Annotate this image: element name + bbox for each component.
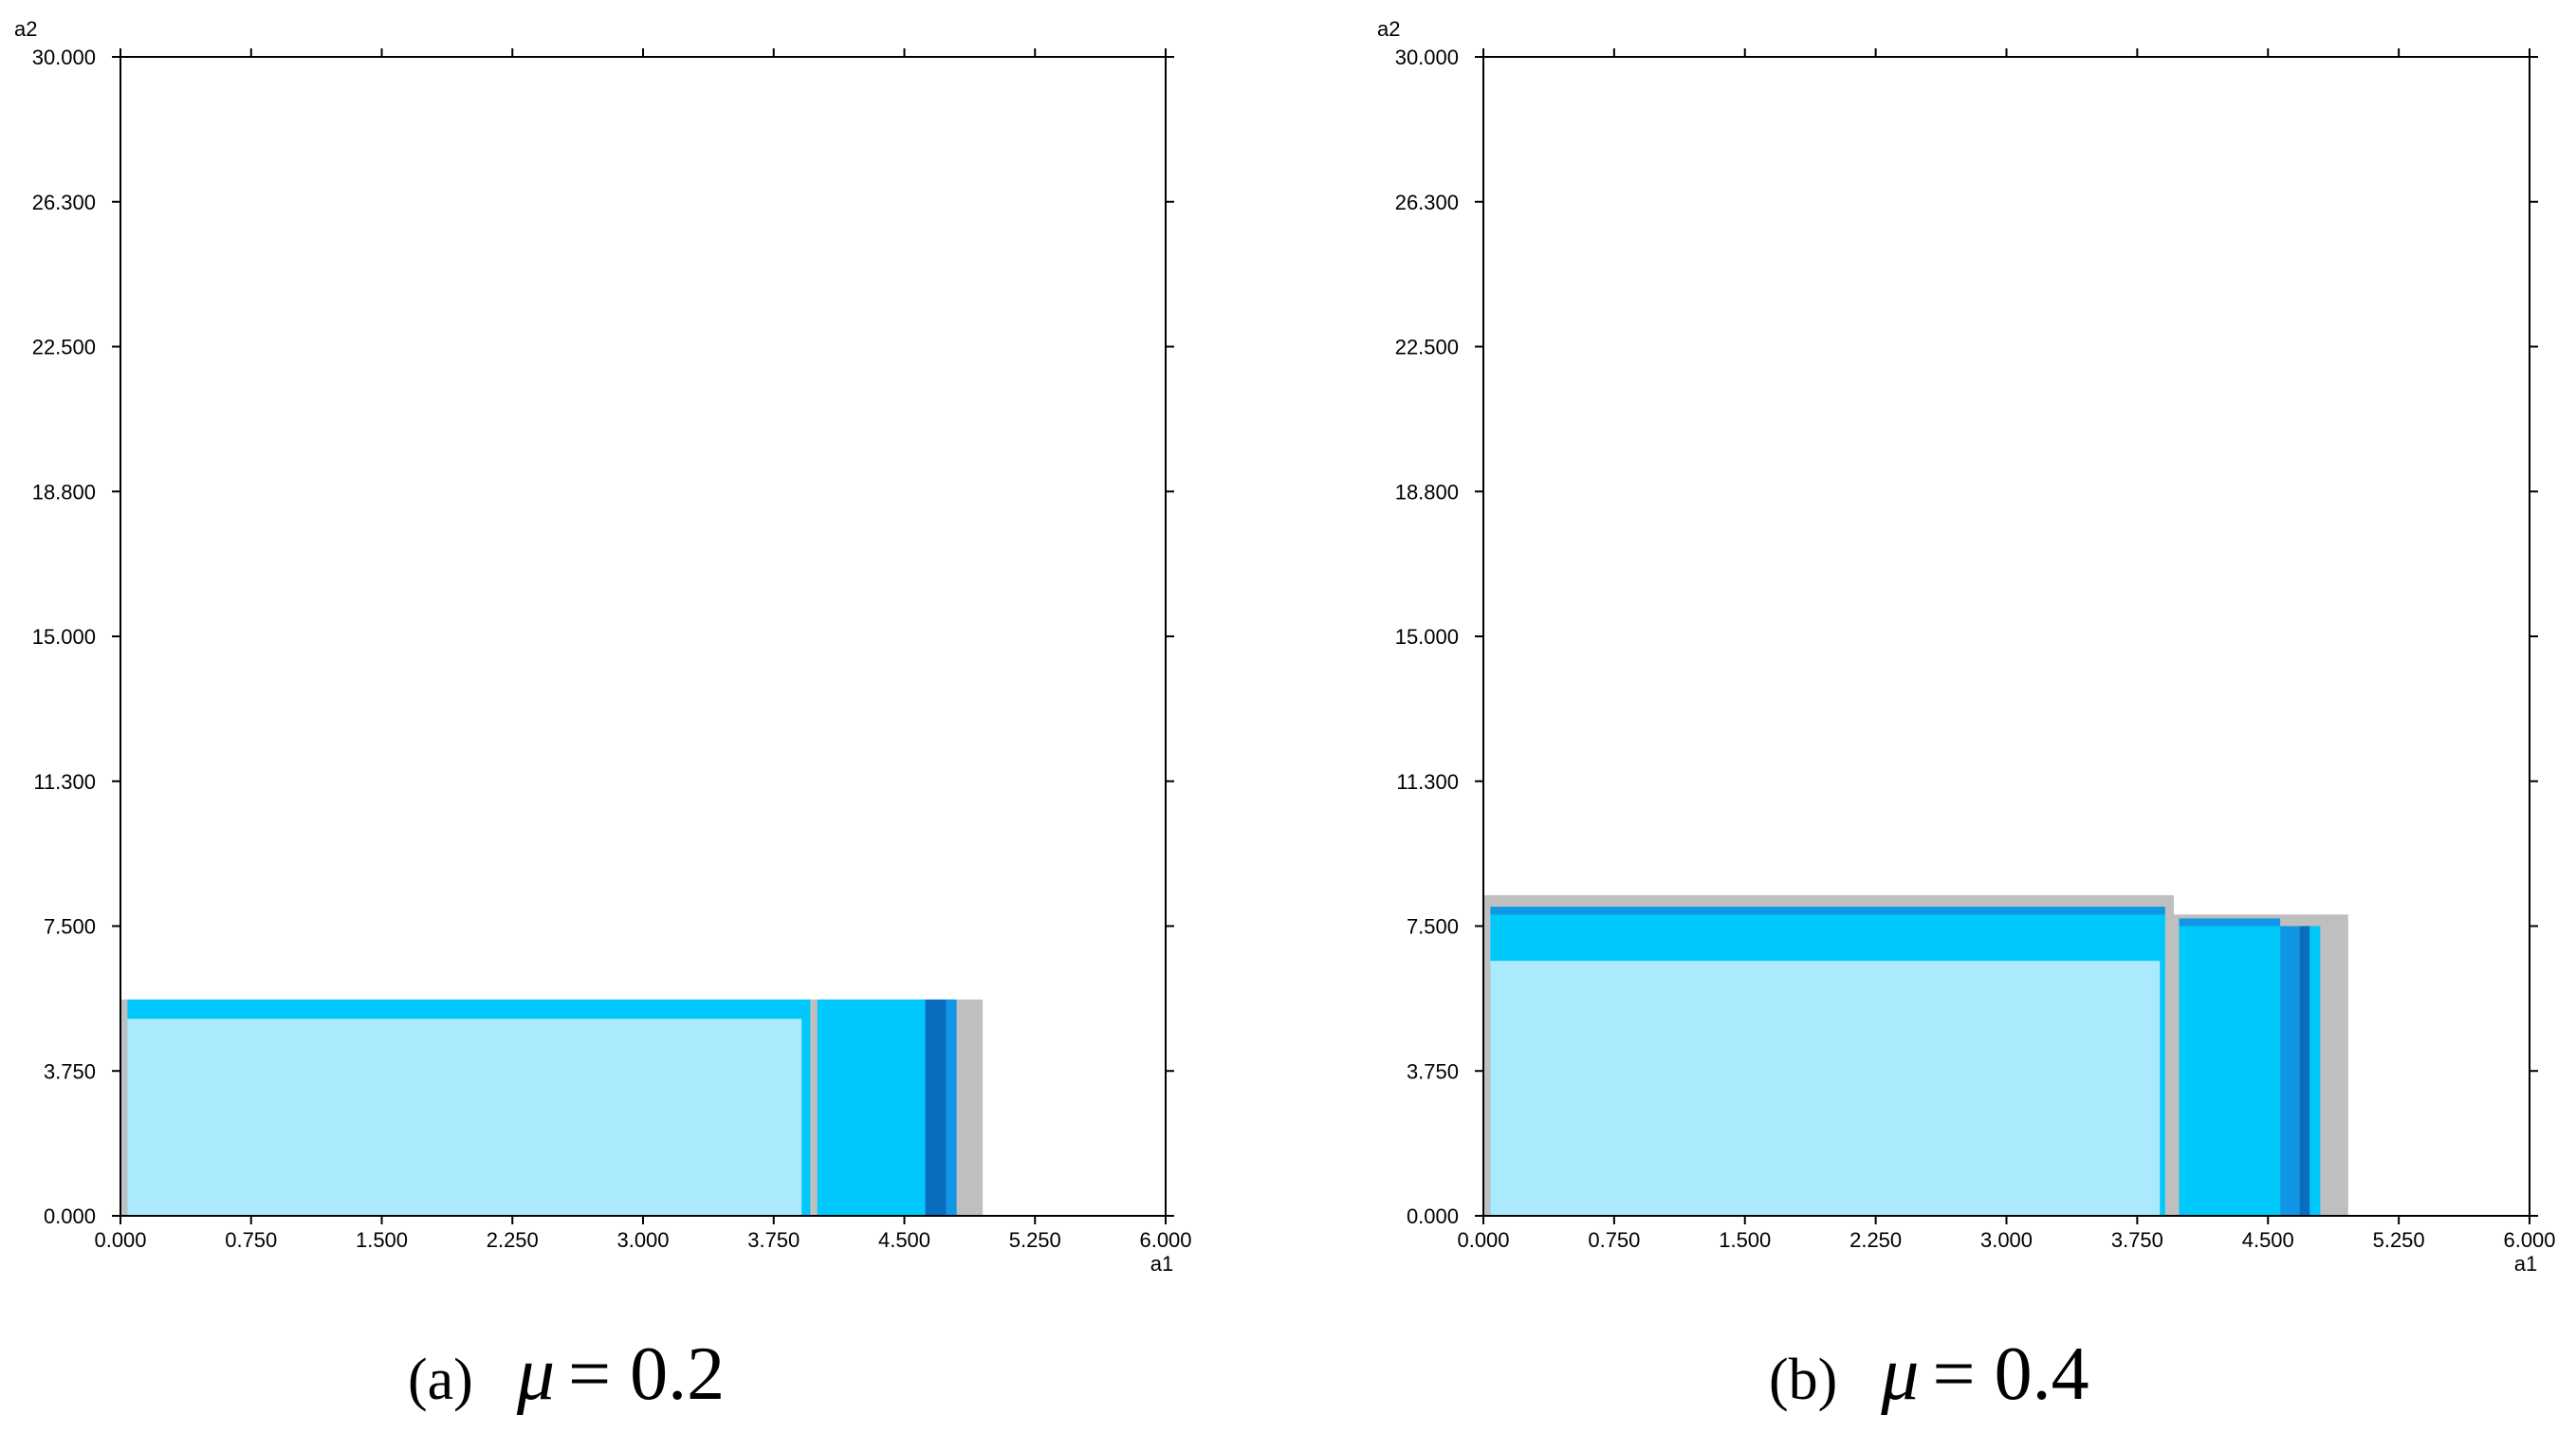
x-axis-label: a1: [2514, 1252, 2537, 1276]
panel-b: 0.000 0.750 1.500 2.250 3.000 3.750 4.500 5.250…: [1377, 17, 2556, 1416]
y-tick-label: 3.750: [44, 1059, 96, 1083]
x-tick-label: 3.750: [747, 1228, 800, 1252]
x-tick-label: 0.750: [225, 1228, 277, 1252]
panel-caption: (a) μ = 0.2: [408, 1332, 725, 1416]
caption-equation: = 0.2: [568, 1332, 725, 1416]
x-tick-label: 0.000: [94, 1228, 146, 1252]
y-tick-label: 26.300: [32, 191, 96, 214]
y-tick-label: 11.300: [33, 770, 96, 794]
x-tick-label: 6.000: [2503, 1228, 2555, 1252]
region-dark: [1490, 907, 2165, 915]
region-dark: [946, 999, 957, 1216]
y-tick-label: 15.000: [1395, 625, 1459, 649]
region-dark: [2179, 918, 2281, 927]
region-light: [127, 1019, 802, 1216]
caption-equation: = 0.4: [1932, 1332, 2088, 1416]
x-axis-label: a1: [1150, 1252, 1173, 1276]
y-tick-label: 0.000: [44, 1204, 96, 1228]
x-tick-label: 1.500: [1719, 1228, 1771, 1252]
x-tick-label: 3.000: [616, 1228, 669, 1252]
y-axis-label: a2: [14, 17, 37, 41]
region-light: [1490, 961, 2161, 1216]
y-tick-label: 22.500: [32, 336, 96, 359]
x-tick-label: 3.000: [1980, 1228, 2033, 1252]
y-tick-label: 7.500: [44, 915, 96, 939]
panel-caption: (b) μ = 0.4: [1769, 1332, 2089, 1416]
y-tick-label: 15.000: [32, 625, 96, 649]
y-tick-label: 26.300: [1395, 191, 1459, 214]
y-tick-label: 18.800: [1395, 480, 1459, 504]
x-tick-label: 2.250: [487, 1228, 539, 1252]
y-tick-label: 30.000: [32, 46, 96, 69]
y-axis-label: a2: [1377, 17, 1400, 41]
x-tick-label: 5.250: [1009, 1228, 1061, 1252]
y-tick-label: 7.500: [1407, 915, 1459, 939]
region-darker: [925, 999, 947, 1216]
caption-mu-symbol: μ: [1880, 1332, 1919, 1416]
y-tick-label: 0.000: [1407, 1204, 1459, 1228]
x-tick-label: 1.500: [356, 1228, 408, 1252]
region-dark: [2280, 926, 2300, 1216]
caption-label: (a): [408, 1348, 473, 1412]
caption-mu-symbol: μ: [516, 1332, 555, 1416]
x-tick-label: 2.250: [1849, 1228, 1902, 1252]
y-tick-label: 3.750: [1407, 1059, 1459, 1083]
x-tick-label: 5.250: [2373, 1228, 2425, 1252]
region-mid: [2179, 926, 2281, 1216]
x-tick-label: 0.000: [1457, 1228, 1509, 1252]
y-tick-label: 22.500: [1395, 336, 1459, 359]
caption-label: (b): [1769, 1348, 1837, 1412]
region-darker: [2299, 926, 2310, 1216]
y-tick-label: 18.800: [32, 480, 96, 504]
x-tick-label: 0.750: [1588, 1228, 1640, 1252]
x-tick-label: 3.750: [2111, 1228, 2163, 1252]
x-tick-label: 4.500: [2242, 1228, 2294, 1252]
region-mid: [2309, 926, 2321, 1216]
region-mid: [817, 999, 926, 1216]
x-tick-label: 4.500: [878, 1228, 930, 1252]
x-tick-label: 6.000: [1139, 1228, 1191, 1252]
y-tick-label: 30.000: [1395, 46, 1459, 69]
y-tick-label: 11.300: [1396, 770, 1459, 794]
panel-a: 0.000 0.750 1.500 2.250 3.000 3.750 4.500 5.250…: [14, 17, 1192, 1416]
